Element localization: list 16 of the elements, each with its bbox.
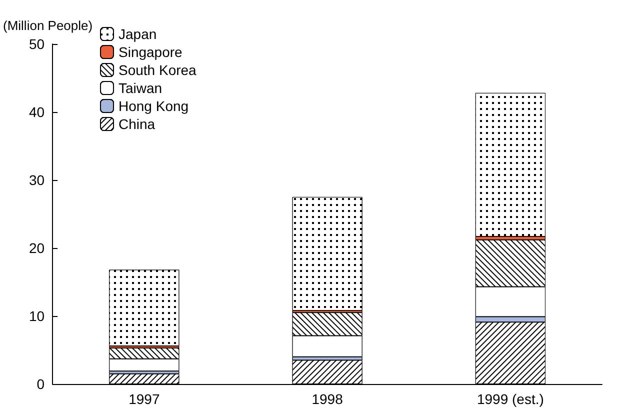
x-tick-label: 1997 (128, 391, 160, 407)
y-tick-label: 40 (29, 104, 45, 120)
x-tick-label: 1999 (est.) (476, 391, 544, 407)
legend-label: Hong Kong (118, 98, 189, 114)
y-axis-title: (Million People) (2, 18, 93, 33)
legend-label: South Korea (118, 62, 197, 78)
y-tick-label: 50 (29, 36, 45, 52)
x-tick-label: 1998 (312, 391, 344, 407)
legend-label: Singapore (118, 44, 183, 60)
legend-label: Taiwan (118, 80, 162, 96)
y-tick-label: 0 (36, 376, 45, 392)
y-tick-label: 30 (29, 172, 45, 188)
legend-label: Japan (118, 26, 157, 42)
y-tick-label: 20 (29, 240, 45, 256)
legend-label: China (118, 116, 156, 132)
y-tick-label: 10 (29, 308, 45, 324)
